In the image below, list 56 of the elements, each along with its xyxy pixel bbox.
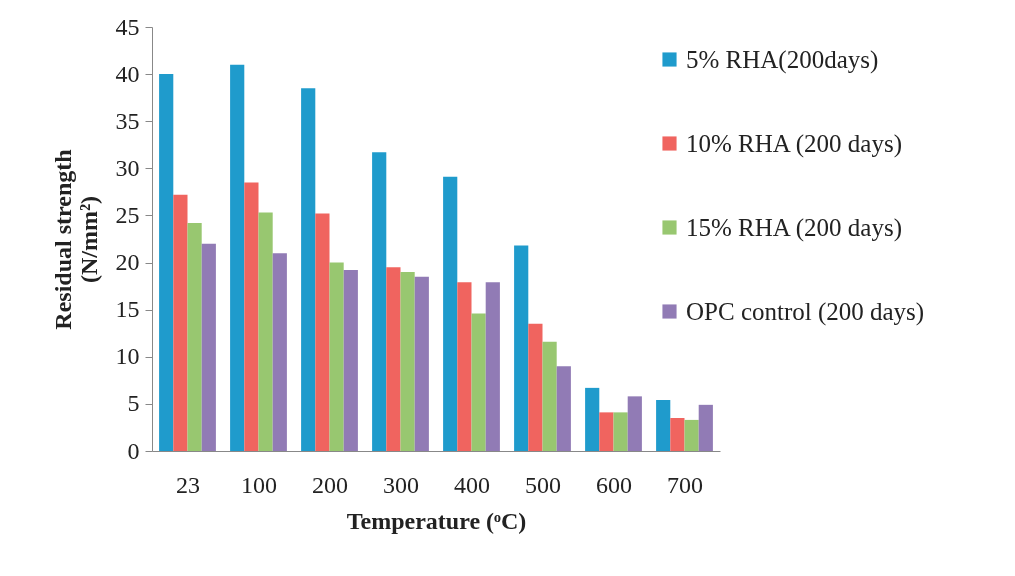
bar xyxy=(599,412,614,451)
legend-label: OPC control (200 days) xyxy=(686,297,925,326)
bar xyxy=(528,323,543,451)
bar xyxy=(329,262,344,451)
x-tick-label: 500 xyxy=(525,471,561,498)
bar xyxy=(343,270,358,451)
bar xyxy=(613,412,628,451)
bar xyxy=(556,366,571,451)
y-tick-label: 20 xyxy=(115,249,140,276)
bar xyxy=(201,243,216,451)
y-tick-label: 30 xyxy=(115,154,140,181)
y-tick-label: 45 xyxy=(115,13,140,40)
bar xyxy=(258,212,273,451)
legend-label: 15% RHA (200 days) xyxy=(686,213,902,242)
x-tick-label: 23 xyxy=(176,471,200,498)
y-axis-title: Residual strength (N/mm²) xyxy=(49,149,102,330)
bar xyxy=(301,88,316,451)
bar xyxy=(542,341,557,451)
bar xyxy=(272,253,287,451)
x-tick-label: 400 xyxy=(454,471,490,498)
x-tick-label: 700 xyxy=(667,471,703,498)
bar xyxy=(670,418,685,451)
x-tick-label: 200 xyxy=(312,471,348,498)
bar xyxy=(187,222,202,451)
bar xyxy=(173,194,188,451)
x-tick-label: 100 xyxy=(241,471,277,498)
bar xyxy=(414,276,429,451)
bar xyxy=(514,245,529,451)
x-tick-label: 300 xyxy=(383,471,419,498)
bar xyxy=(244,182,259,451)
bar xyxy=(485,282,500,451)
y-tick-label: 40 xyxy=(115,60,140,87)
bar xyxy=(656,400,671,451)
bar xyxy=(684,419,699,451)
bar xyxy=(386,267,401,451)
legend-label: 10% RHA (200 days) xyxy=(686,129,902,158)
y-tick-label: 25 xyxy=(115,201,140,228)
bar xyxy=(230,64,245,451)
bar xyxy=(315,213,330,451)
bar xyxy=(698,404,713,451)
y-tick-label: 5 xyxy=(127,390,140,417)
bar xyxy=(585,387,600,451)
bar xyxy=(372,152,387,451)
bar xyxy=(400,271,415,451)
x-tick-label: 600 xyxy=(596,471,632,498)
bar xyxy=(159,74,174,451)
x-axis-title: Temperature (ᵒC) xyxy=(346,507,527,534)
y-tick-label: 15 xyxy=(115,296,140,323)
y-tick-label: 0 xyxy=(127,437,140,464)
y-tick-label: 35 xyxy=(115,107,140,134)
y-tick-label: 10 xyxy=(115,343,140,370)
bar xyxy=(457,282,472,451)
bar xyxy=(471,313,486,451)
bar xyxy=(443,176,458,451)
legend-label: 5% RHA(200days) xyxy=(686,45,879,74)
bar xyxy=(627,396,642,451)
